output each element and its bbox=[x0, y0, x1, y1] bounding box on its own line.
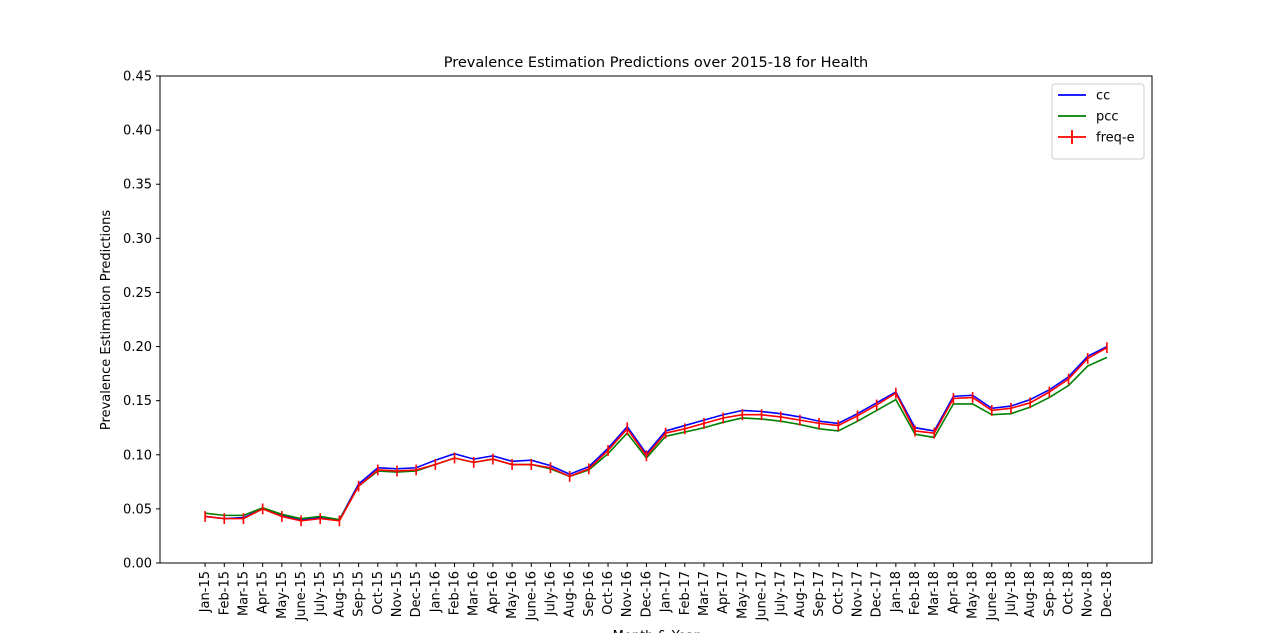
y-tick-label: 0.05 bbox=[123, 502, 152, 517]
x-tick-label: Dec-16 bbox=[639, 571, 654, 617]
x-tick-label: June-15 bbox=[294, 571, 309, 622]
y-tick-label: 0.15 bbox=[123, 394, 152, 409]
x-tick-label: Aug-17 bbox=[793, 571, 808, 618]
x-tick-label: July-15 bbox=[313, 571, 328, 616]
x-tick-label: Jan-18 bbox=[889, 571, 904, 613]
x-tick-label: Apr-15 bbox=[256, 571, 271, 614]
x-tick-label: Aug-16 bbox=[563, 571, 578, 618]
legend-box bbox=[1051, 83, 1145, 160]
y-axis-label: Prevalence Estimation Predictions bbox=[99, 210, 114, 430]
x-tick-label: May-16 bbox=[505, 571, 520, 619]
x-tick-label: Oct-18 bbox=[1062, 571, 1077, 615]
x-tick-label: Dec-17 bbox=[870, 571, 885, 617]
x-tick-label: May-15 bbox=[275, 571, 290, 619]
x-tick-label: Aug-18 bbox=[1023, 571, 1038, 618]
x-tick-label: May-17 bbox=[735, 571, 750, 619]
legend-label: freq-e bbox=[1096, 131, 1135, 146]
x-tick-label: Nov-16 bbox=[620, 571, 635, 617]
x-tick-label: Mar-16 bbox=[467, 571, 482, 616]
x-tick-label: July-17 bbox=[774, 571, 789, 616]
x-tick-label: Apr-18 bbox=[946, 571, 961, 614]
x-tick-label: June-18 bbox=[985, 571, 1000, 622]
x-tick-label: Apr-16 bbox=[486, 571, 501, 614]
x-tick-label: Oct-16 bbox=[601, 571, 616, 615]
x-tick-label: Oct-17 bbox=[831, 571, 846, 615]
x-tick-label: Nov-15 bbox=[390, 571, 405, 617]
legend: cc pcc freq-e bbox=[1051, 83, 1145, 160]
x-tick-label: Nov-17 bbox=[850, 571, 865, 617]
y-tick-label: 0.00 bbox=[123, 557, 152, 572]
x-axis-label: Month & Year bbox=[613, 629, 700, 633]
y-tick-label: 0.10 bbox=[123, 448, 152, 463]
x-tick-label: Dec-15 bbox=[409, 571, 424, 617]
x-tick-label: Jan-15 bbox=[198, 571, 213, 613]
x-tick-label: July-16 bbox=[543, 571, 558, 616]
x-tick-label: Apr-17 bbox=[716, 571, 731, 614]
x-tick-label: Jan-17 bbox=[659, 571, 674, 613]
x-tick-label: Feb-16 bbox=[448, 571, 463, 615]
x-tick-label: Sep-16 bbox=[582, 571, 597, 617]
y-tick-label: 0.25 bbox=[123, 286, 152, 301]
x-tick-label: Nov-18 bbox=[1081, 571, 1096, 617]
x-tick-label: Sep-18 bbox=[1042, 571, 1057, 617]
x-tick-label: Feb-15 bbox=[217, 571, 232, 615]
x-tick-label: Mar-17 bbox=[697, 571, 712, 616]
x-tick-label: Aug-15 bbox=[332, 571, 347, 618]
legend-label: cc bbox=[1096, 89, 1110, 104]
x-tick-label: Oct-15 bbox=[371, 571, 386, 615]
x-tick-label: Feb-18 bbox=[908, 571, 923, 615]
x-tick-label: Sep-15 bbox=[352, 571, 367, 617]
x-tick-label: Mar-18 bbox=[927, 571, 942, 616]
x-tick-label: June-16 bbox=[524, 571, 539, 622]
y-tick-label: 0.30 bbox=[123, 232, 152, 247]
x-tick-label: Dec-18 bbox=[1100, 571, 1115, 617]
x-tick-label: May-18 bbox=[966, 571, 981, 619]
x-tick-label: June-17 bbox=[755, 571, 770, 622]
y-tick-label: 0.45 bbox=[123, 70, 152, 85]
plot-frame bbox=[159, 75, 1153, 564]
x-tick-label: Feb-17 bbox=[678, 571, 693, 615]
line-series bbox=[205, 346, 1108, 522]
line-series bbox=[205, 345, 1108, 521]
legend-label: pcc bbox=[1096, 110, 1119, 125]
y-tick-label: 0.20 bbox=[123, 340, 152, 355]
y-tick-label: 0.35 bbox=[123, 178, 152, 193]
x-tick-label: Sep-17 bbox=[812, 571, 827, 617]
chart-title: Prevalence Estimation Predictions over 2… bbox=[444, 55, 868, 71]
x-tick-label: July-18 bbox=[1004, 571, 1019, 616]
x-tick-label: Jan-16 bbox=[428, 571, 443, 613]
x-tick-label: Mar-15 bbox=[236, 571, 251, 616]
y-tick-label: 0.40 bbox=[123, 124, 152, 139]
